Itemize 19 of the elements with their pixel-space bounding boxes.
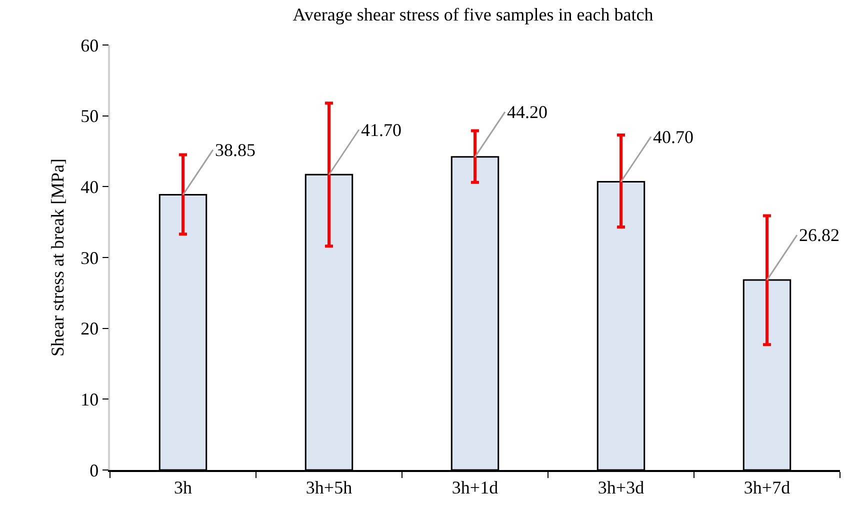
x-tick-label: 3h+7d — [744, 477, 790, 498]
y-axis-title: Shear stress at break [MPa] — [48, 158, 68, 356]
y-tick-label: 20 — [80, 318, 99, 339]
y-tick-label: 0 — [90, 460, 99, 480]
data-label: 41.70 — [361, 120, 402, 140]
data-label: 40.70 — [653, 127, 694, 147]
y-tick-label: 10 — [80, 389, 99, 410]
y-tick-label: 60 — [80, 35, 99, 56]
y-tick-label: 40 — [80, 176, 99, 197]
data-label: 38.85 — [215, 140, 256, 160]
x-tick-label: 3h — [174, 477, 192, 498]
x-tick-label: 3h+3d — [598, 477, 644, 498]
chart-title: Average shear stress of five samples in each batch — [292, 4, 654, 24]
y-tick-label: 50 — [80, 106, 99, 126]
x-tick-label: 3h+5h — [306, 477, 352, 498]
y-tick-label: 30 — [80, 248, 99, 268]
x-tick-label: 3h+1d — [452, 477, 498, 498]
data-label: 26.82 — [799, 225, 840, 245]
data-label: 44.20 — [507, 102, 548, 122]
